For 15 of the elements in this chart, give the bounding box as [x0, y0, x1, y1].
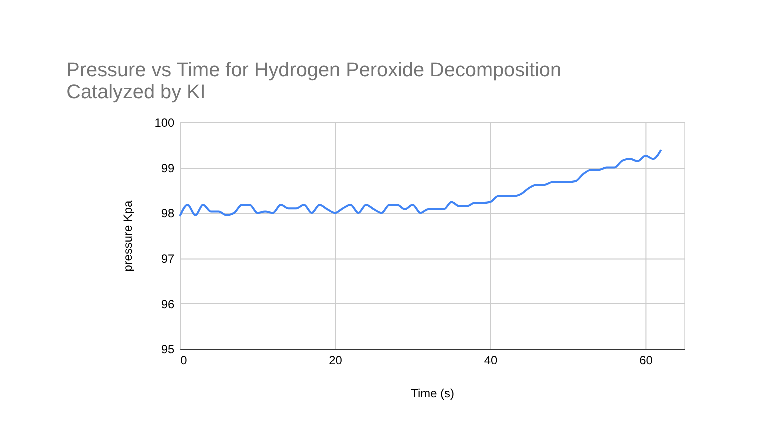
y-tick-label: 97	[161, 252, 175, 266]
y-tick-label: 100	[154, 116, 175, 130]
text: Catalyzed by KI	[66, 82, 206, 104]
y-tick-label: 98	[161, 206, 175, 221]
y-axis-title: pressure Kpa	[120, 200, 135, 272]
x-tick-label: 20	[329, 354, 343, 368]
x-axis-title: Time (s)	[411, 386, 454, 401]
x-tick-label: 60	[640, 354, 654, 368]
y-tick-label: 95	[161, 342, 175, 357]
line-series	[179, 149, 662, 218]
text: Pressure vs Time for Hydrogen Peroxide Decomposition	[66, 60, 562, 82]
x-tick-label: 40	[484, 354, 498, 368]
y-tick-label: 99	[161, 161, 175, 176]
y-tick-label: 96	[161, 297, 175, 312]
x-tick-label: 0	[180, 354, 188, 368]
